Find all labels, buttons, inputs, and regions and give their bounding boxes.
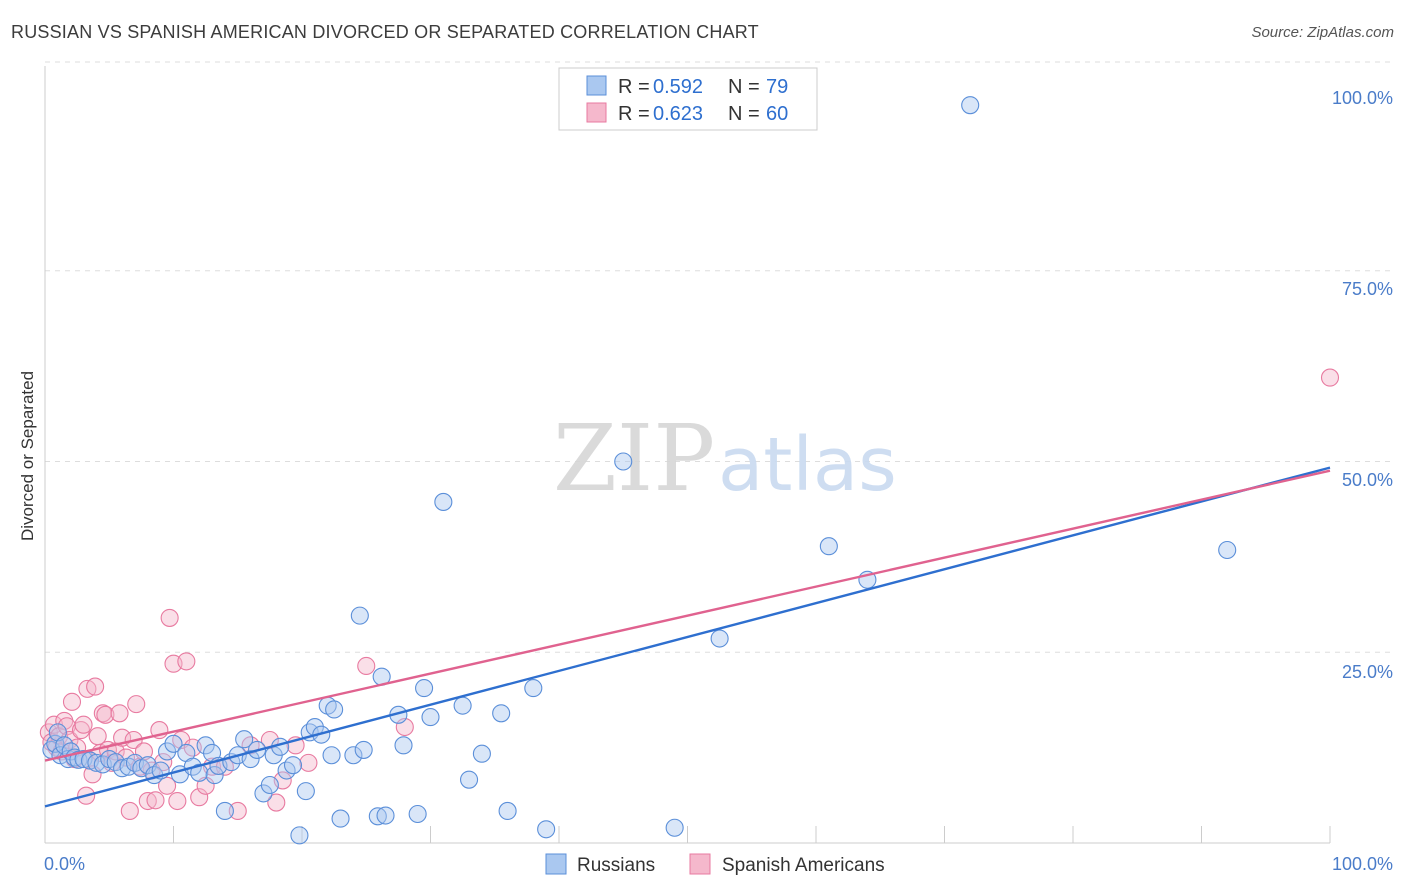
russians-point xyxy=(215,801,234,821)
axes xyxy=(44,66,1331,844)
russians-point xyxy=(408,804,427,824)
y-axis-label: Divorced or Separated xyxy=(18,371,37,541)
russians-point xyxy=(472,744,491,763)
spanish-point xyxy=(158,776,177,795)
spanish-point xyxy=(260,730,279,750)
bottom-legend-swatch-spanish xyxy=(689,853,711,875)
trendlines xyxy=(44,466,1331,808)
legend-r-label-spanish: R = xyxy=(618,103,650,125)
russians-point xyxy=(158,742,177,761)
legend: R = 0.592 N = 79 R = 0.623 N = 60 xyxy=(558,67,818,131)
y-tick-label: 50.0% xyxy=(1342,470,1393,490)
y-tick-label: 75.0% xyxy=(1342,279,1393,299)
y-tick-label: 100.0% xyxy=(1332,88,1393,108)
russians-point xyxy=(614,452,633,471)
russians-point xyxy=(376,806,395,825)
russians-point xyxy=(325,700,344,719)
legend-r-spanish: 0.623 xyxy=(653,103,703,125)
russians-point xyxy=(415,679,434,698)
bottom-legend-swatch-russians xyxy=(545,853,567,875)
spanish-point xyxy=(74,715,93,734)
legend-n-label-spanish: N = xyxy=(728,103,760,125)
spanish-point xyxy=(267,793,286,812)
russians-point xyxy=(350,606,369,625)
russians-point xyxy=(283,756,303,775)
spanish-point xyxy=(357,656,376,676)
russians-point xyxy=(537,820,556,839)
russians-point xyxy=(819,537,838,556)
spanish-point xyxy=(127,695,146,714)
russians-point xyxy=(961,96,980,115)
russians-point xyxy=(665,818,684,837)
watermark-zip: ZIP xyxy=(553,405,715,512)
russians-point xyxy=(331,809,350,828)
spanish-point xyxy=(110,704,129,723)
spanish-point xyxy=(96,705,115,724)
russians-point xyxy=(434,492,453,511)
russians-point xyxy=(344,746,363,765)
bottom-legend: Russians Spanish Americans xyxy=(545,853,885,876)
legend-swatch-russians xyxy=(586,75,607,96)
legend-swatch-spanish xyxy=(586,102,607,123)
bottom-legend-spanish: Spanish Americans xyxy=(722,855,885,876)
spanish-point xyxy=(1320,368,1340,387)
legend-n-label-russians: N = xyxy=(728,76,760,98)
russians-point xyxy=(46,734,65,753)
watermark-atlas: atlas xyxy=(718,422,897,508)
russians-point xyxy=(710,629,729,648)
spanish-point xyxy=(160,608,179,627)
spanish-point xyxy=(190,788,209,807)
russians-point xyxy=(421,708,440,727)
russians-point xyxy=(394,736,413,755)
legend-n-spanish: 60 xyxy=(766,103,788,125)
watermark: ZIP atlas xyxy=(553,405,897,512)
spanish-point xyxy=(299,753,318,772)
legend-r-label-russians: R = xyxy=(618,76,650,98)
spanish-point xyxy=(168,791,187,811)
x-tick-labels: 0.0% 100.0% xyxy=(44,854,1393,874)
bottom-legend-russians: Russians xyxy=(577,855,655,876)
spanish-point xyxy=(146,791,165,810)
russians-point xyxy=(290,826,309,845)
russians-point xyxy=(459,770,479,789)
source-label: Source: ZipAtlas.com xyxy=(1251,24,1394,41)
russians-point xyxy=(354,740,373,759)
russians-point xyxy=(322,746,341,765)
spanish-point xyxy=(62,692,82,711)
x-tick-label-start: 0.0% xyxy=(44,854,85,874)
spanish-point xyxy=(228,801,247,821)
gridlines xyxy=(45,61,1390,653)
russians-point xyxy=(1218,540,1237,560)
russians-point xyxy=(524,679,543,698)
x-tick-label-end: 100.0% xyxy=(1332,854,1393,874)
spanish-point xyxy=(120,801,139,821)
legend-n-russians: 79 xyxy=(766,76,788,98)
russians-point xyxy=(368,807,387,826)
spanish-point xyxy=(138,791,157,811)
russians-point xyxy=(453,696,472,715)
russians-point xyxy=(196,736,215,755)
russians-trendline xyxy=(44,466,1331,808)
y-tick-label: 25.0% xyxy=(1342,662,1393,682)
russians-point xyxy=(235,730,254,749)
russians-point xyxy=(205,766,224,785)
spanish-trendline xyxy=(44,469,1331,762)
russians-point xyxy=(296,782,315,801)
y-tick-labels: 25.0% 50.0% 75.0% 100.0% xyxy=(1332,88,1393,682)
russians-point xyxy=(241,750,260,769)
russians-point xyxy=(190,763,209,782)
chart-title: RUSSIAN VS SPANISH AMERICAN DIVORCED OR … xyxy=(11,22,759,42)
russians-point xyxy=(492,704,511,723)
legend-r-russians: 0.592 xyxy=(653,76,703,98)
spanish-point xyxy=(177,652,196,671)
russians-point xyxy=(498,801,517,821)
spanish-point xyxy=(86,677,105,696)
russians-point xyxy=(260,775,279,795)
russians-point xyxy=(164,734,183,753)
